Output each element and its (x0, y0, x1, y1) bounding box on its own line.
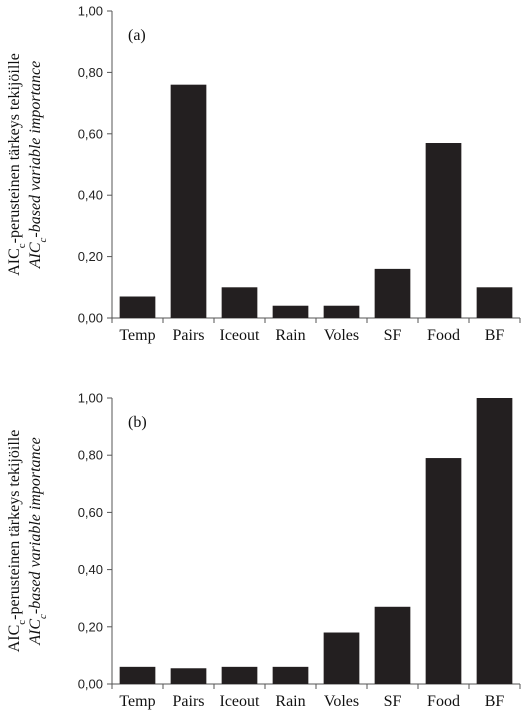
y-tick-label-b: 1,00 (78, 391, 103, 406)
category-label-a: Voles (324, 327, 359, 344)
y-tick-label-b: 0,40 (78, 562, 103, 577)
bar-a-voles (323, 305, 360, 318)
y-tick-label-a: 0,40 (78, 188, 103, 203)
y-tick-label-b: 0,20 (78, 619, 103, 634)
bar-a-bf (476, 287, 513, 318)
category-label-b: SF (384, 693, 402, 710)
category-label-b: Iceout (220, 693, 261, 710)
panel-label-b: (b) (128, 414, 147, 431)
bar-a-food (425, 143, 462, 318)
y-axis-label-en-b: AICc-based variable importance (27, 437, 49, 646)
y-tick-label-b: 0,60 (78, 505, 103, 520)
category-label-b: Voles (324, 693, 359, 710)
bar-b-pairs (170, 668, 207, 684)
category-label-a: Iceout (220, 327, 261, 344)
category-label-b: Temp (119, 693, 155, 710)
category-label-a: Rain (275, 327, 305, 344)
bar-a-rain (272, 305, 309, 318)
category-label-b: Pairs (173, 693, 205, 710)
bar-a-pairs (170, 84, 207, 319)
bar-a-iceout (221, 287, 258, 318)
bar-a-sf (374, 268, 411, 318)
category-label-a: SF (384, 327, 402, 344)
panel-a: 0,00 0,20 0,40 0,60 0,80 1,00 Temp Pairs Iceout R… (6, 4, 521, 344)
category-label-a: Food (427, 327, 460, 344)
category-label-a: BF (485, 327, 505, 344)
y-tick-label-a: 0,60 (78, 126, 103, 141)
y-axis-label-en-a: AICc-based variable importance (27, 61, 49, 270)
bar-b-food (425, 458, 462, 684)
panel-label-a: (a) (128, 27, 146, 44)
category-label-a: Pairs (173, 327, 205, 344)
category-label-a: Temp (119, 327, 155, 344)
y-tick-label-a: 0,20 (78, 249, 103, 264)
bar-b-voles (323, 632, 360, 684)
y-tick-label-a: 1,00 (78, 4, 103, 19)
y-axis-label-fi-b: AICc-perusteinen tärkeys tekijöille (6, 430, 28, 653)
bar-a-temp (119, 296, 156, 318)
category-label-b: Food (427, 693, 460, 710)
y-tick-label-b: 0,00 (78, 677, 103, 692)
bar-b-rain (272, 666, 309, 684)
bar-b-bf (476, 398, 513, 684)
bar-b-iceout (221, 666, 258, 684)
panel-b: 0,00 0,20 0,40 0,60 0,80 1,00 Temp Pairs Iceout R… (6, 391, 521, 710)
y-axis-label-fi-a: AICc-perusteinen tärkeys tekijöille (6, 53, 28, 276)
y-tick-label-a: 0,00 (78, 311, 103, 326)
y-tick-label-a: 0,80 (78, 65, 103, 80)
bar-b-sf (374, 606, 411, 684)
bar-b-temp (119, 666, 156, 684)
y-tick-label-b: 0,80 (78, 448, 103, 463)
category-label-b: Rain (275, 693, 305, 710)
category-label-b: BF (485, 693, 505, 710)
